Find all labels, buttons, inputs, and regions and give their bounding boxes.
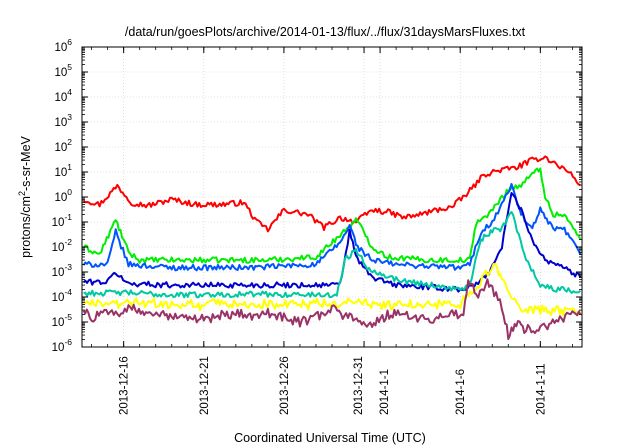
x-tick-label: 2013-12-16 [119, 356, 131, 415]
y-axis-label: protons/cm2-s-sr-MeV [17, 135, 33, 257]
y-tick-label: 10-4 [52, 287, 73, 304]
y-tick-label: 106 [54, 37, 72, 54]
chart-title: /data/run/goesPlots/archive/2014-01-13/f… [125, 25, 526, 39]
y-tick-label: 10-3 [52, 262, 73, 279]
y-tick-exponent: -4 [64, 287, 72, 297]
y-tick-exponent: 3 [67, 112, 72, 122]
y-tick-base: 10 [54, 117, 67, 129]
y-tick-label: 101 [54, 162, 72, 179]
x-tick-label: 2013-12-26 [279, 356, 291, 415]
y-tick-label: 10-1 [52, 212, 73, 229]
x-tick-label: 2014-1-6 [455, 369, 467, 415]
y-tick-exponent: -2 [64, 237, 72, 247]
y-tick-exponent: 4 [67, 87, 72, 97]
x-tick-label: 2014-1-11 [535, 363, 547, 415]
y-tick-label: 102 [54, 137, 72, 154]
y-tick-base: 10 [54, 167, 67, 179]
y-tick-exponent: -5 [64, 312, 72, 322]
y-tick-exponent: 1 [67, 162, 72, 172]
y-tick-exponent: 2 [67, 137, 72, 147]
x-axis-label: Coordinated Universal Time (UTC) [234, 431, 426, 445]
y-tick-base: 10 [52, 342, 65, 354]
y-tick-exponent: -3 [64, 262, 72, 272]
x-tick-label: 2013-12-31 [353, 356, 365, 415]
y-tick-base: 10 [54, 92, 67, 104]
series-line [82, 263, 582, 317]
y-tick-exponent: 5 [67, 62, 72, 72]
series-lines [82, 155, 582, 341]
y-tick-base: 10 [52, 292, 65, 304]
x-tick-label: 2013-12-21 [199, 356, 211, 415]
grid [82, 47, 582, 347]
y-axis: 10-610-510-410-310-210-11001011021031041… [52, 37, 582, 354]
y-tick-label: 100 [54, 187, 72, 204]
y-tick-label: 103 [54, 112, 72, 129]
x-axis: 2013-12-16 2013-12-21 2013-12-26 2013-12-31… [91, 47, 573, 415]
y-tick-label: 10-2 [52, 237, 73, 254]
series-line [82, 167, 582, 264]
y-tick-base: 10 [54, 192, 67, 204]
y-tick-exponent: 6 [67, 37, 72, 47]
y-tick-base: 10 [54, 67, 67, 79]
y-tick-base: 10 [52, 242, 65, 254]
series-line [83, 211, 582, 299]
x-tick-label: 2014-1-1 [379, 369, 391, 415]
y-tick-label: 10-5 [52, 312, 73, 329]
y-tick-exponent: 0 [67, 187, 72, 197]
series-line [82, 278, 582, 341]
y-tick-base: 10 [52, 317, 65, 329]
y-tick-base: 10 [52, 217, 65, 229]
series-line [82, 192, 582, 293]
series-line [82, 182, 582, 272]
y-tick-base: 10 [54, 42, 67, 54]
y-label-superscript: 2 [17, 191, 27, 196]
y-label-suffix: -s-sr-MeV [19, 135, 33, 191]
y-tick-exponent: -1 [64, 212, 72, 222]
y-tick-base: 10 [52, 267, 65, 279]
series-line [82, 155, 581, 233]
y-tick-label: 104 [54, 87, 72, 104]
y-tick-label: 10-6 [52, 337, 73, 354]
y-label-prefix: protons/cm [19, 196, 33, 258]
y-tick-base: 10 [54, 142, 67, 154]
y-tick-exponent: -6 [64, 337, 72, 347]
y-tick-label: 105 [54, 62, 72, 79]
